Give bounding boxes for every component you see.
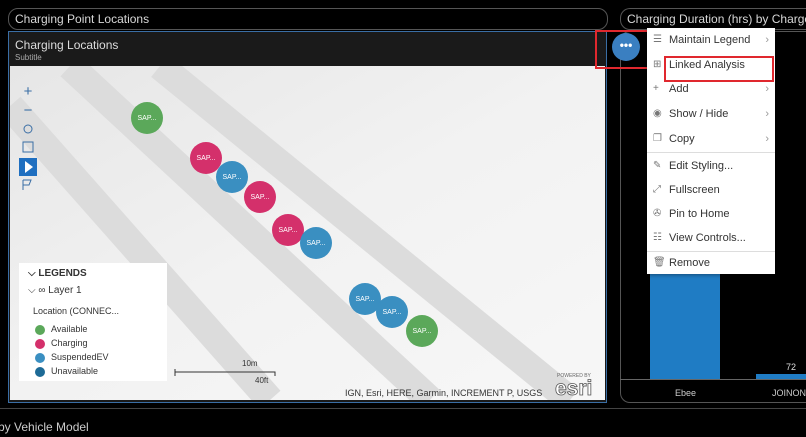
attribution: IGN, Esri, HERE, Garmin, INCREMENT P, US… xyxy=(345,388,542,398)
point-label: SAP... xyxy=(383,309,402,316)
menu-label: Fullscreen xyxy=(669,184,720,196)
select-icon xyxy=(25,161,33,173)
context-menu: ☰ Maintain Legend › ⊞ Linked Analysis + Add ›… xyxy=(647,28,775,274)
bar xyxy=(650,270,720,380)
panel-header: Charging Point Locations xyxy=(8,8,608,30)
menu-item[interactable]: ☷ View Controls... xyxy=(653,232,746,244)
menu-item[interactable]: ☰ Maintain Legend › xyxy=(653,34,769,46)
map-point[interactable]: SAP... xyxy=(376,296,408,328)
point-label: SAP... xyxy=(279,227,298,234)
map-controls: + − xyxy=(19,83,37,190)
widget-title: Charging Locations xyxy=(15,38,119,52)
extent-button[interactable] xyxy=(22,141,34,153)
menu-item[interactable]: ⊞ Linked Analysis xyxy=(653,59,745,71)
menu-label: Edit Styling... xyxy=(669,160,734,172)
menu-item[interactable]: ❐ Copy › xyxy=(653,133,769,145)
menu-item[interactable]: ✎ Edit Styling... xyxy=(653,160,734,172)
map-point[interactable]: SAP... xyxy=(406,315,438,347)
map-point[interactable]: SAP... xyxy=(349,283,381,315)
divider xyxy=(0,408,806,409)
menu-item[interactable]: + Add › xyxy=(653,83,769,95)
layer-name: Layer 1 xyxy=(48,285,82,296)
highlight-box xyxy=(664,56,774,82)
panel-header: Charging Duration (hrs) by Charge xyxy=(620,8,806,30)
map-point[interactable]: SAP... xyxy=(272,214,304,246)
point-label: SAP... xyxy=(138,115,157,122)
menu-separator xyxy=(647,251,775,252)
legend: ⌵ LEGENDS ⌵ ∞ Layer 1 Location (CONNEC..… xyxy=(19,263,167,381)
menu-label: Show / Hide xyxy=(669,108,729,120)
menu-label: Remove xyxy=(669,257,710,269)
legend-label: Charging xyxy=(51,338,88,348)
legend-items: Available Charging SuspendedEV Unavailab… xyxy=(35,322,109,378)
category-label: Ebee xyxy=(675,388,697,398)
legend-label: Unavailable xyxy=(51,366,99,376)
map-point[interactable]: SAP... xyxy=(216,161,248,193)
map-point[interactable]: SAP... xyxy=(244,181,276,213)
point-label: SAP... xyxy=(413,328,432,335)
legend-layer[interactable]: ⌵ ∞ Layer 1 xyxy=(28,285,82,296)
bar xyxy=(756,374,806,379)
legend-title[interactable]: ⌵ LEGENDS xyxy=(28,268,87,279)
point-label: SAP... xyxy=(251,194,270,201)
point-label: SAP... xyxy=(197,155,216,162)
axis-line xyxy=(620,379,806,380)
zoom-in[interactable]: + xyxy=(24,83,33,100)
menu-item[interactable]: 🗑 Remove xyxy=(653,257,710,269)
menu-label: Maintain Legend xyxy=(669,34,751,46)
legend-item: SuspendedEV xyxy=(35,350,109,364)
legend-field: Location (CONNEC... xyxy=(33,306,120,316)
menu-label: Add xyxy=(669,83,689,95)
highlight-box xyxy=(595,30,650,69)
point-label: SAP... xyxy=(307,240,326,247)
logo-caption: POWERED BY xyxy=(557,373,592,379)
map-point[interactable]: SAP... xyxy=(131,102,163,134)
menu-separator xyxy=(647,152,775,153)
legend-label: Available xyxy=(51,324,88,334)
menu-item[interactable]: ◉ Show / Hide › xyxy=(653,108,769,120)
point-label: SAP... xyxy=(223,174,242,181)
legend-item: Charging xyxy=(35,336,109,350)
legend-item: Unavailable xyxy=(35,364,109,378)
menu-label: Copy xyxy=(669,133,695,145)
map-point[interactable]: SAP... xyxy=(190,142,222,174)
more-button[interactable]: ••• xyxy=(612,33,640,61)
esri-logo: esri xyxy=(555,377,592,400)
menu-item[interactable]: ⤢ Fullscreen xyxy=(653,184,720,196)
point-label: SAP... xyxy=(356,296,375,303)
widget-subtitle: Subtitle xyxy=(15,53,42,62)
zoom-out[interactable]: − xyxy=(24,102,33,119)
road xyxy=(10,66,579,400)
menu-label: View Controls... xyxy=(669,232,746,244)
scale-imperial: 40ft xyxy=(255,376,269,385)
scale-bar: 10m 40ft xyxy=(174,359,276,385)
category-label: JOINON xyxy=(772,388,806,398)
data-label: 72 xyxy=(786,362,797,372)
panel-header: by Vehicle Model xyxy=(0,420,89,434)
map: SAP... SAP... SAP... SAP... SAP... SAP..… xyxy=(10,66,605,400)
map-point[interactable]: SAP... xyxy=(300,227,332,259)
menu-label: Linked Analysis xyxy=(669,59,745,71)
scale-metric: 10m xyxy=(242,359,258,368)
reset-button[interactable] xyxy=(23,124,33,134)
menu-label: Pin to Home xyxy=(669,208,730,220)
legend-item: Available xyxy=(35,322,109,336)
menu-item[interactable]: ✇ Pin to Home xyxy=(653,208,730,220)
lasso-button[interactable] xyxy=(22,179,32,190)
legend-title-text: LEGENDS xyxy=(38,268,87,279)
legend-label: SuspendedEV xyxy=(51,352,109,362)
